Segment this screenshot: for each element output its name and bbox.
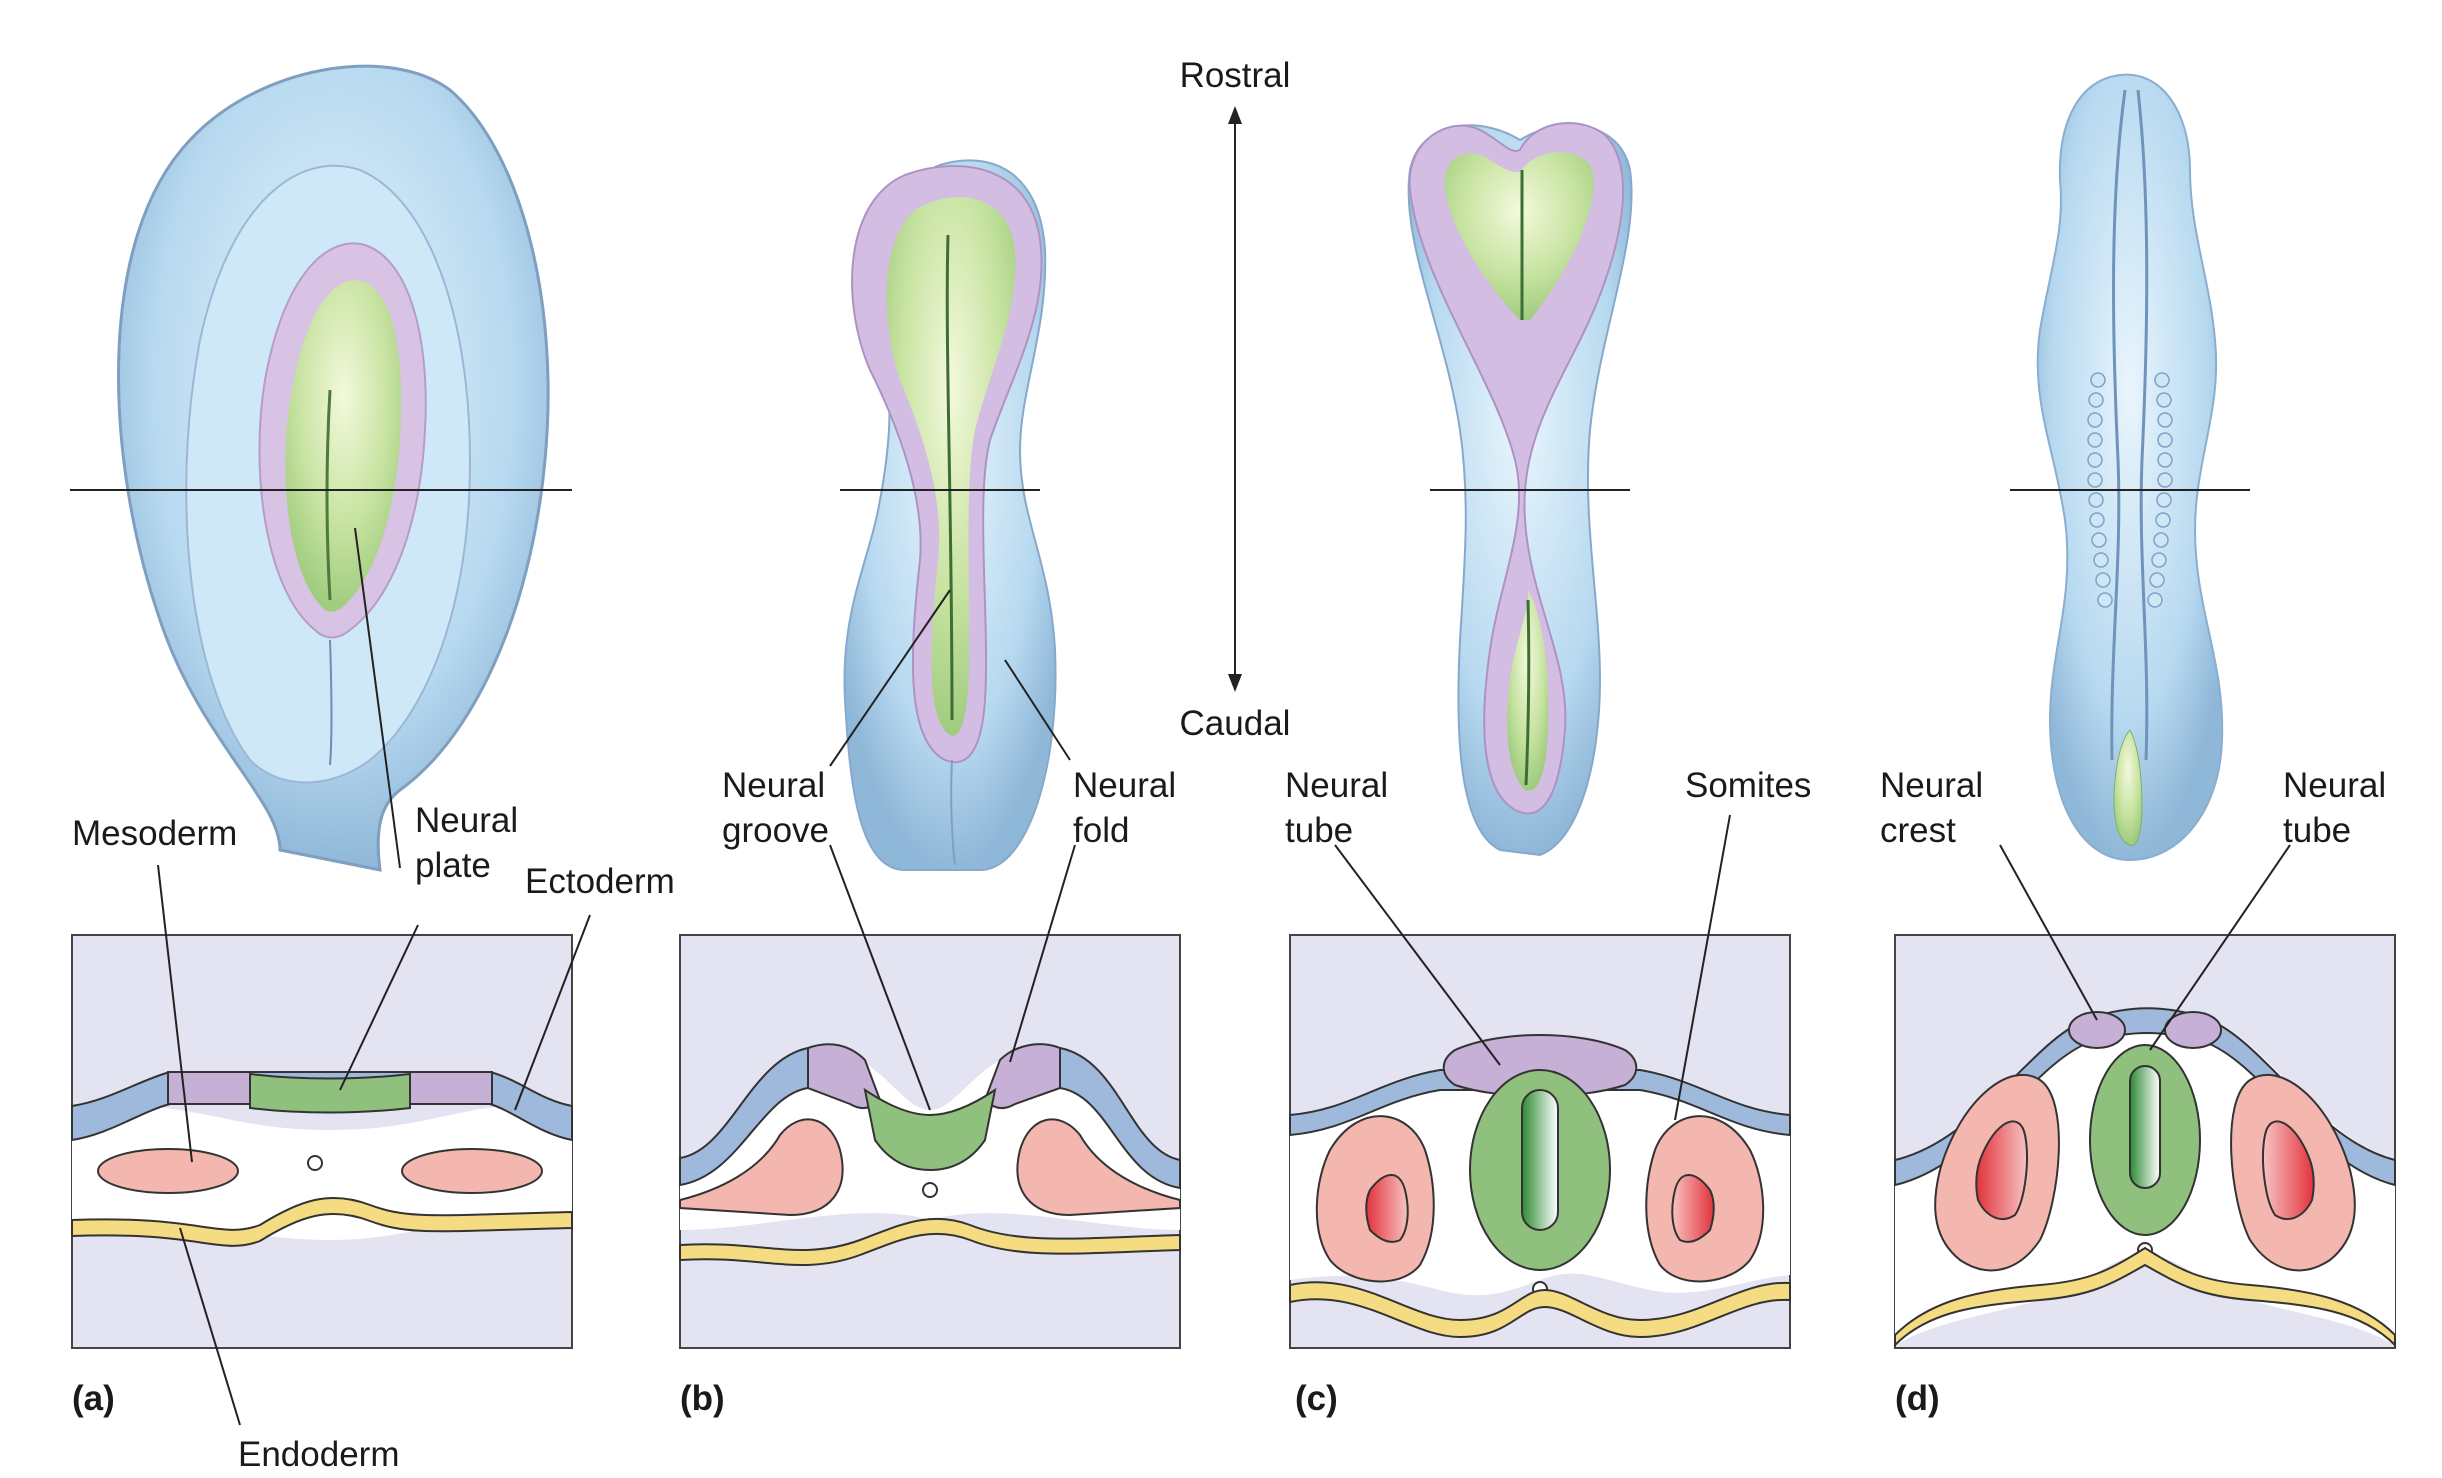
label-neural-tube-d-line2: tube [2283,811,2351,850]
label-neural-crest-line1: Neural [1880,766,1983,805]
rostral-caudal-arrow [1228,106,1242,692]
panel-label-a: (a) [72,1379,115,1418]
label-neural-groove-line1: Neural [722,766,825,805]
panel-label-d: (d) [1895,1379,1940,1418]
panel-label-c: (c) [1295,1379,1338,1418]
label-neural-groove-line2: groove [722,811,829,850]
label-neural-tube-d-line1: Neural [2283,766,2386,805]
label-neural-tube-c-line2: tube [1285,811,1353,850]
label-neural-crest-line2: crest [1880,811,1956,850]
cross-section-d [1894,934,2396,1349]
cross-section-c [1289,934,1791,1349]
caudal-label: Caudal [1180,704,1291,743]
cross-section-a [71,934,573,1349]
embryo-d-illustration [2036,73,2224,862]
label-neural-fold-line1: Neural [1073,766,1176,805]
label-somites: Somites [1685,766,1811,805]
leader-lines [157,527,2291,1426]
panel-label-b: (b) [680,1379,725,1418]
label-neural-fold-line2: fold [1073,811,1129,850]
label-endoderm: Endoderm [238,1435,399,1474]
rostral-label: Rostral [1180,56,1291,95]
label-neural-plate-line2: plate [415,846,491,885]
embryo-b-illustration [843,159,1057,871]
label-mesoderm: Mesoderm [72,814,237,853]
label-neural-plate-line1: Neural [415,801,518,840]
label-neural-tube-c-line1: Neural [1285,766,1388,805]
embryo-a-illustration [117,64,550,872]
label-ectoderm: Ectoderm [525,862,675,901]
cross-section-b [679,934,1181,1349]
